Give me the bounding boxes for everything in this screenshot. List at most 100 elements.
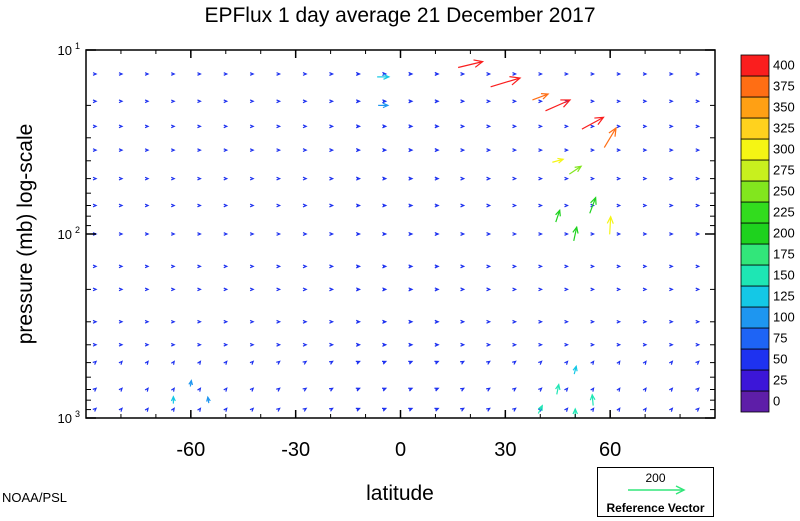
vector-arrow	[408, 360, 414, 365]
vector-arrow	[328, 360, 334, 365]
vector-arrow	[669, 148, 674, 152]
colorbar-swatch	[740, 201, 770, 224]
vector-arrow	[564, 203, 569, 208]
vector-arrow	[355, 287, 362, 292]
vector-arrow	[249, 342, 255, 347]
vector-arrow	[486, 203, 492, 208]
vector-arrow	[276, 319, 282, 324]
vector-arrow	[382, 264, 388, 269]
vector-arrow	[695, 319, 701, 324]
vector-arrow	[512, 232, 518, 236]
vector-arrow	[249, 387, 255, 392]
vector-arrow	[197, 387, 202, 392]
colorbar-label: 350	[773, 100, 795, 115]
vector-arrow	[302, 407, 308, 412]
vector-arrow	[118, 176, 124, 181]
vector-arrow	[197, 124, 202, 129]
vector-arrow	[538, 264, 543, 269]
vector-arrow	[642, 287, 648, 292]
vector-arrow	[434, 342, 440, 347]
vector-arrow	[382, 287, 388, 292]
vector-arrow	[642, 148, 648, 152]
reference-vector-value: 200	[645, 471, 666, 485]
colorbar-swatch	[740, 222, 770, 245]
vector-arrow	[512, 342, 518, 347]
vector-arrow	[382, 342, 388, 347]
vector-arrow	[92, 72, 98, 76]
vector-arrow	[408, 231, 414, 237]
vector-arrow	[92, 203, 98, 208]
colorbar-label: 175	[773, 247, 795, 262]
vector-arrow	[92, 360, 98, 365]
vector-arrow	[144, 264, 150, 269]
vector-arrow	[538, 342, 543, 347]
vector-arrow	[486, 124, 492, 129]
vector-arrow	[170, 407, 175, 412]
vector-arrow	[276, 342, 282, 347]
vector-arrow	[355, 387, 361, 392]
vector-arrow	[276, 287, 282, 292]
vector-arrow	[669, 360, 674, 365]
vector-arrow	[302, 232, 308, 236]
vector-arrow	[538, 72, 543, 76]
vector-arrow	[486, 360, 491, 365]
vector-arrow	[538, 176, 543, 181]
vector-arrow	[276, 99, 282, 104]
vector-arrow	[197, 232, 202, 236]
vector-arrow	[276, 387, 281, 392]
vector-arrow	[434, 360, 440, 365]
vector-arrow	[590, 124, 596, 129]
vector-arrow	[642, 124, 648, 129]
vector-arrow	[590, 99, 596, 104]
vector-arrow	[223, 176, 229, 181]
vector-arrow	[590, 176, 596, 181]
vector-arrow	[532, 92, 550, 101]
vector-arrow	[118, 360, 123, 365]
vector-arrow	[669, 124, 674, 129]
vector-arrow	[276, 407, 281, 412]
vector-arrow	[512, 148, 518, 153]
vector-arrow	[329, 264, 335, 269]
vector-arrow	[329, 232, 335, 236]
vector-arrow	[276, 264, 282, 269]
vector-arrow	[118, 124, 124, 129]
vector-arrow	[92, 99, 98, 104]
vector-arrow	[355, 360, 361, 365]
vector-arrow	[188, 379, 194, 387]
vector-arrow	[642, 232, 648, 236]
vector-arrow	[695, 407, 700, 412]
vector-arrow	[606, 215, 614, 235]
vector-arrow	[329, 203, 335, 208]
y-tick-exponent: 1	[75, 41, 80, 51]
y-tick-label: 10	[58, 43, 72, 58]
vector-arrow	[302, 72, 308, 76]
colorbar-label: 50	[773, 352, 787, 367]
vector-arrow	[249, 232, 255, 236]
vector-arrow	[329, 72, 335, 76]
vector-arrow	[197, 99, 202, 104]
vector-arrow	[695, 203, 701, 208]
vector-arrow	[538, 319, 543, 324]
vector-arrow	[460, 407, 466, 412]
colorbar-swatch	[740, 159, 770, 182]
vector-arrow	[249, 124, 255, 129]
x-tick-label: 0	[395, 439, 406, 461]
vector-arrow	[695, 72, 701, 76]
vector-arrow	[118, 99, 124, 104]
vector-arrow	[144, 387, 149, 392]
vector-arrow	[302, 264, 308, 269]
vector-arrow	[538, 124, 543, 129]
vector-arrow	[170, 319, 176, 324]
vector-arrow	[144, 124, 150, 129]
vector-arrow	[276, 72, 282, 76]
vector-arrow	[564, 342, 569, 347]
vector-arrow	[302, 342, 308, 347]
vector-arrow	[564, 360, 569, 365]
vector-arrow	[355, 99, 362, 104]
vector-arrow	[590, 407, 595, 412]
vector-arrow	[460, 387, 466, 392]
colorbar-label: 25	[773, 373, 787, 388]
vector-arrow	[408, 387, 414, 392]
vector-arrow	[118, 407, 123, 412]
